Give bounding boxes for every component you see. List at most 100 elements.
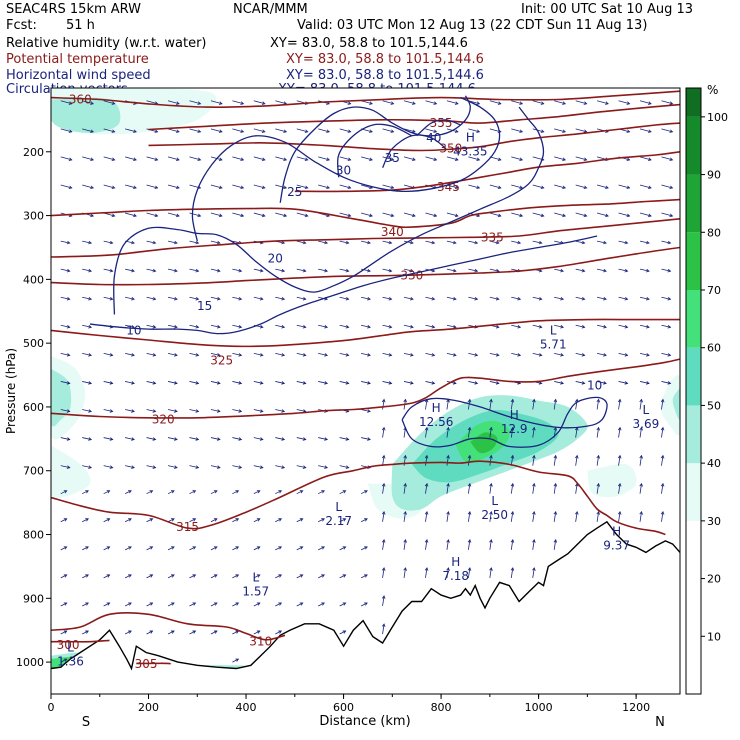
wind-vector-head	[367, 268, 371, 273]
wind-vector	[167, 437, 178, 441]
wind-vector-head	[195, 268, 200, 273]
wind-vector	[618, 296, 629, 301]
wind-vector	[146, 156, 159, 161]
wind-vector	[661, 100, 674, 105]
wind-vector-head	[63, 658, 68, 662]
wind-vector-shaft	[339, 465, 349, 469]
wind-vector	[253, 268, 264, 273]
wind-speed-contour-label: 10	[126, 323, 141, 337]
wind-vector-head	[364, 518, 368, 522]
wind-vector	[597, 184, 609, 190]
wind-vector-shaft	[210, 268, 221, 272]
wind-vector-shaft	[639, 399, 642, 410]
wind-vector-shaft	[124, 518, 132, 523]
wind-vector-head	[626, 157, 631, 161]
wind-vector	[575, 156, 588, 161]
wind-vector	[661, 156, 674, 161]
wind-vector	[296, 128, 309, 133]
wind-vector-head	[403, 510, 407, 515]
wind-vector-shaft	[275, 630, 282, 635]
wind-vector-shaft	[189, 324, 199, 328]
wind-vector-shaft	[467, 455, 471, 466]
theta-contour-300	[51, 639, 110, 643]
wind-vector-head	[106, 490, 111, 494]
wind-extremum-value: 2.50	[481, 508, 508, 522]
wind-vector-head	[532, 482, 536, 487]
wind-vector-shaft	[82, 240, 92, 244]
wind-vector-head	[216, 325, 221, 329]
wind-vector	[253, 212, 266, 218]
wind-vector-head	[583, 101, 588, 105]
wind-vector	[210, 212, 223, 218]
wind-vector	[60, 409, 71, 413]
wind-vector-shaft	[618, 427, 621, 438]
wind-vector-head	[283, 129, 288, 133]
wind-vector-shaft	[446, 296, 457, 300]
wind-vector-head	[603, 325, 607, 329]
wind-vector-shaft	[532, 455, 535, 466]
wind-vector-head	[474, 268, 479, 273]
wind-vector-head	[639, 426, 643, 431]
wind-vector	[532, 454, 536, 466]
wind-vector-shaft	[575, 100, 587, 105]
wind-vector	[125, 409, 135, 413]
wind-vector-shaft	[361, 437, 371, 440]
wind-vector-shaft	[575, 511, 578, 522]
wind-vector	[253, 437, 264, 441]
wind-vector-shaft	[361, 268, 371, 272]
wind-vector-head	[412, 213, 416, 218]
wind-vector-shaft	[661, 100, 673, 105]
wind-vector-head	[259, 437, 264, 441]
wind-vector-head	[381, 567, 386, 571]
wind-vector	[103, 212, 116, 218]
wind-vector-shaft	[189, 465, 199, 469]
wind-vector-head	[519, 213, 524, 218]
wind-vector-shaft	[382, 399, 385, 410]
colorbar-tick-label: 70	[707, 284, 721, 297]
colorbar-segment	[686, 463, 701, 521]
wind-vector-shaft	[189, 574, 196, 579]
wind-vector	[382, 240, 393, 245]
wind-vector	[146, 518, 154, 523]
wind-vector-shaft	[167, 409, 178, 412]
wind-vector-head	[452, 325, 457, 329]
wind-vector-head	[617, 398, 622, 403]
wind-vector-head	[342, 490, 347, 494]
wind-vector-head	[626, 185, 631, 190]
wind-vector-head	[345, 353, 350, 357]
wind-extremum-value: 5.71	[540, 338, 567, 352]
wind-vector-shaft	[468, 296, 478, 300]
wind-vector-head	[364, 574, 368, 578]
wind-vector	[511, 324, 522, 329]
wind-vector	[596, 510, 601, 522]
wind-vector-shaft	[511, 352, 521, 356]
wind-vector-head	[85, 602, 89, 606]
wind-vector	[617, 454, 622, 466]
wind-vector-head	[639, 398, 643, 403]
wind-vector	[661, 352, 672, 357]
wind-extremum-type: L	[643, 403, 650, 417]
wind-vector-head	[347, 185, 352, 190]
wind-vector-head	[560, 325, 565, 329]
wind-vector	[167, 381, 178, 385]
wind-vector-head	[412, 129, 416, 133]
wind-vector	[339, 296, 350, 301]
wind-vector	[146, 409, 157, 413]
wind-vector-shaft	[296, 128, 308, 133]
wind-vector-head	[431, 325, 436, 329]
x-tick-label: 0	[48, 701, 55, 714]
wind-vector	[489, 567, 493, 578]
wind-vector-head	[176, 101, 180, 105]
wind-vector-shaft	[275, 184, 287, 189]
wind-vector-shaft	[167, 352, 178, 356]
wind-vector-shaft	[275, 296, 285, 300]
rh-region-30	[51, 445, 91, 499]
wind-vector	[189, 465, 200, 469]
wind-vector-shaft	[382, 156, 394, 161]
wind-vector-shaft	[82, 324, 92, 328]
wind-vector-shaft	[60, 324, 70, 328]
wind-vector	[189, 437, 200, 441]
wind-vector-shaft	[446, 240, 457, 244]
wind-vector	[554, 128, 567, 133]
wind-vector-shaft	[510, 483, 514, 494]
